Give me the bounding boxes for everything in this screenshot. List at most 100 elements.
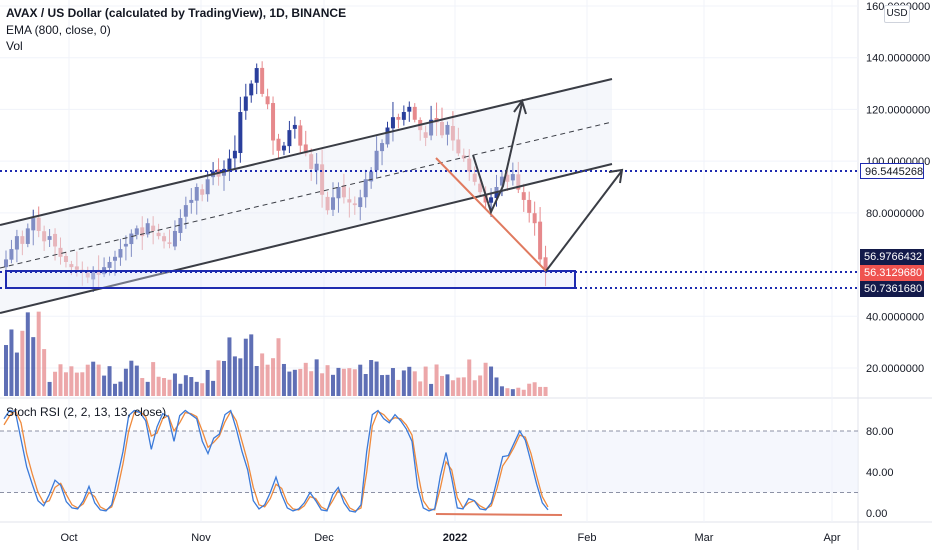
candle-body	[489, 197, 494, 203]
candle-body	[96, 269, 101, 275]
candle-body	[429, 119, 434, 136]
price-label-56-97: 56.9766432	[860, 249, 924, 265]
projection-zigzag[interactable]	[472, 102, 523, 215]
candle-body	[58, 247, 63, 257]
rsi-band	[0, 431, 858, 493]
support-zone-box[interactable]	[5, 270, 576, 289]
volume-bar	[232, 356, 237, 396]
candle-body	[341, 185, 346, 198]
volume-bar	[20, 330, 25, 396]
candle-body	[352, 203, 357, 206]
candle-body	[401, 112, 406, 120]
candle-body	[42, 231, 47, 242]
candle-body	[243, 96, 248, 111]
volume-bar	[423, 366, 428, 396]
volume-bar	[521, 389, 526, 396]
candle-body	[118, 249, 123, 258]
descending-trendline[interactable]	[435, 157, 547, 272]
volume-bar	[145, 381, 150, 396]
candle-body	[281, 145, 286, 151]
volume-bar	[527, 383, 532, 396]
candle-body	[238, 112, 243, 153]
volume-bar	[227, 337, 232, 396]
volume-bar	[36, 311, 41, 396]
candle-body	[189, 199, 194, 203]
volume-bar	[331, 374, 335, 396]
symbol-title: AVAX / US Dollar (calculated by TradingV…	[6, 6, 347, 20]
candle-body	[123, 243, 128, 247]
time-axis[interactable]: Oct Nov Dec 2022 Feb Mar Apr	[60, 532, 840, 544]
price-axis[interactable]: 160.0000000140.0000000120.0000000100.000…	[866, 1, 930, 375]
ema-indicator-label[interactable]: EMA (800, close, 0)	[6, 23, 111, 37]
rsi-tick-label: 40.00	[866, 467, 894, 479]
volume-bar	[532, 382, 537, 396]
candle-body	[309, 154, 314, 169]
rsi-axis[interactable]: 80.00 40.00 0.00	[866, 426, 894, 520]
volume-bar	[162, 378, 167, 396]
candle-body	[4, 259, 8, 268]
candle-body	[183, 205, 188, 217]
volume-bar	[374, 361, 379, 396]
volume-bar	[336, 367, 341, 396]
candle-body	[14, 236, 19, 250]
projection-arrows[interactable]	[472, 98, 624, 272]
volume-bar	[478, 375, 483, 396]
volume-bar	[74, 372, 79, 396]
candle-body	[260, 67, 265, 94]
candle-body	[156, 232, 161, 237]
volume-bar	[461, 377, 466, 396]
candle-body	[31, 218, 36, 231]
volume-bar	[205, 369, 210, 396]
volume-bar	[194, 381, 199, 396]
channel-upper-line[interactable]	[0, 78, 613, 226]
volume-bar	[238, 358, 243, 396]
price-tick-label: 20.0000000	[866, 363, 924, 375]
rsi-bottom-trendline[interactable]	[435, 513, 563, 516]
volume-bar	[347, 368, 352, 396]
candle-body	[472, 173, 477, 182]
candle-body	[347, 199, 352, 203]
currency-badge[interactable]: USD	[884, 5, 910, 23]
volume-bar	[211, 380, 216, 396]
candle-body	[151, 225, 156, 231]
candle-body	[36, 217, 41, 231]
volume-bar	[96, 364, 101, 396]
candle-body	[303, 144, 308, 154]
volume-bar	[352, 369, 357, 396]
volume-bars	[4, 311, 548, 396]
volume-bar	[510, 389, 515, 396]
volume-bar	[320, 373, 325, 396]
candle-body	[276, 138, 281, 151]
volume-bar	[243, 338, 248, 396]
volume-bar	[134, 365, 139, 396]
volume-bar	[445, 374, 450, 396]
volume-bar	[401, 370, 406, 396]
candle-body	[140, 227, 145, 237]
stoch-rsi-title[interactable]: Stoch RSI (2, 2, 13, 13, close)	[6, 405, 167, 419]
candle-body	[298, 125, 303, 146]
candle-body	[358, 197, 363, 208]
candle-body	[178, 218, 183, 233]
price-tick-label: 80.0000000	[866, 208, 924, 220]
volume-bar	[390, 368, 395, 396]
volume-bar	[265, 364, 270, 396]
candle-body	[314, 163, 319, 171]
volume-bar	[429, 383, 434, 396]
volume-bar	[499, 386, 504, 396]
volume-bar	[69, 366, 74, 396]
candle-body	[527, 199, 532, 213]
candle-body	[227, 158, 232, 170]
volume-bar	[467, 359, 472, 396]
channel-mid-line[interactable]	[0, 121, 613, 269]
volume-indicator-label[interactable]: Vol	[6, 39, 23, 53]
time-tick-label: Nov	[191, 532, 211, 544]
volume-bar	[440, 375, 444, 396]
candle-body	[450, 125, 455, 141]
volume-bar	[358, 364, 363, 396]
candle-body	[478, 183, 483, 193]
volume-bar	[113, 383, 117, 396]
candle-body	[205, 179, 210, 195]
volume-bar	[418, 381, 423, 396]
projection-to-target[interactable]	[545, 171, 622, 272]
